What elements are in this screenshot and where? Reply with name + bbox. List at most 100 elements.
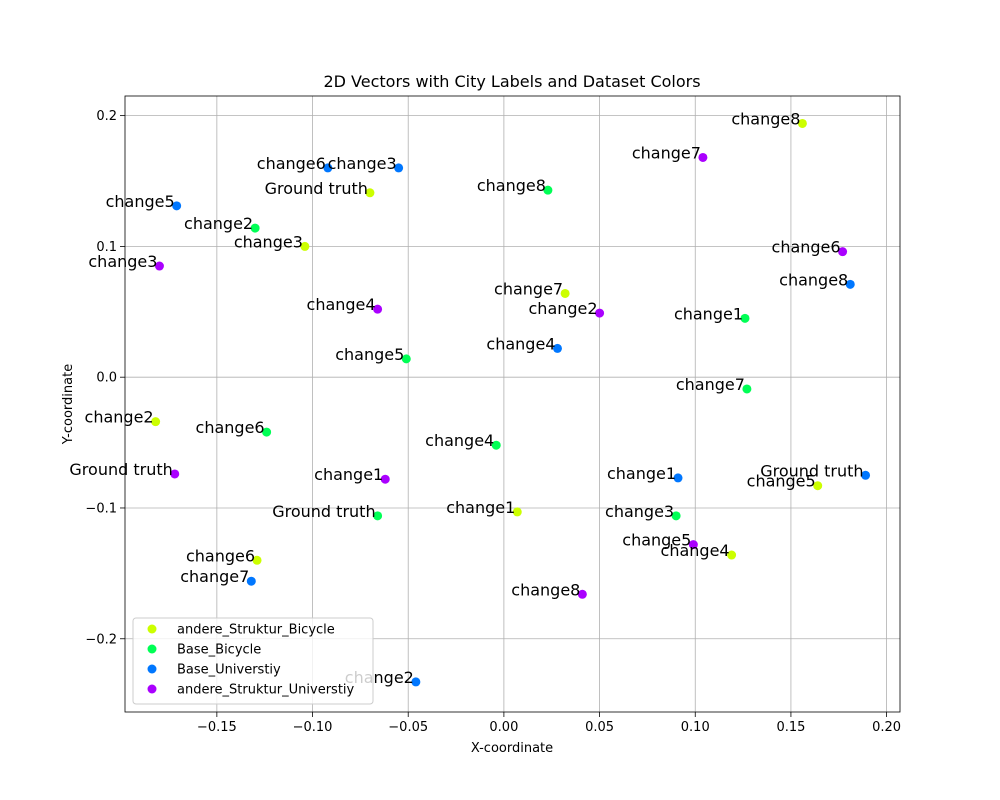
- y-tick-label: −0.1: [85, 501, 117, 516]
- data-point: [401, 354, 411, 364]
- x-axis-ticks: −0.15 −0.10 −0.05 0.00 0.05 0.10 0.15 0.20: [197, 712, 901, 735]
- point-label: change7: [494, 279, 563, 298]
- legend-marker: [147, 624, 157, 634]
- x-tick-label: 0.15: [776, 720, 805, 735]
- legend-entry: Base_Universtiy: [177, 663, 281, 678]
- point-label: change2: [184, 214, 253, 233]
- data-point: [688, 540, 698, 550]
- data-point: [252, 555, 262, 565]
- point-label: change6: [196, 418, 265, 437]
- data-point: [742, 384, 752, 394]
- data-point: [172, 201, 182, 211]
- data-point: [170, 469, 180, 479]
- point-label: change5: [106, 192, 175, 211]
- data-point: [373, 511, 383, 521]
- legend-entry: andere_Struktur_Bicycle: [177, 623, 335, 638]
- plot-area-frame: [124, 95, 901, 713]
- data-point: [250, 223, 260, 233]
- point-label: change5: [747, 472, 816, 491]
- legend: andere_Struktur_Bicycle Base_Bicycle Base_…: [132, 617, 374, 705]
- data-point: [740, 313, 750, 323]
- point-label: Ground truth: [69, 460, 172, 479]
- x-tick-label: −0.15: [197, 720, 237, 735]
- y-tick-label: 0.0: [96, 371, 117, 386]
- point-label: change4: [425, 431, 494, 450]
- point-label: change4: [661, 541, 730, 560]
- data-point: [560, 288, 570, 298]
- point-label: change1: [674, 304, 743, 323]
- data-point: [154, 261, 164, 271]
- y-tick-label: 0.2: [96, 109, 117, 124]
- data-point: [151, 417, 161, 427]
- x-tick-label: 0.05: [585, 720, 614, 735]
- point-label: change4: [307, 295, 376, 314]
- legend-box: [132, 617, 374, 705]
- chart-title: 2D Vectors with City Labels and Dataset …: [323, 72, 700, 91]
- point-label: change6: [186, 546, 255, 565]
- legend-marker: [147, 664, 157, 674]
- point-label: change7: [632, 143, 701, 162]
- data-point: [671, 511, 681, 521]
- data-point: [411, 677, 421, 687]
- point-label: change3: [605, 502, 674, 521]
- data-point: [394, 163, 404, 173]
- point-label: change2: [529, 299, 598, 318]
- point-label: change3: [328, 154, 397, 173]
- data-point: [262, 427, 272, 437]
- data-point: [300, 241, 310, 251]
- data-point: [491, 440, 501, 450]
- y-axis-ticks: −0.2 −0.1 0.0 0.1 0.2: [85, 109, 125, 647]
- y-tick-label: 0.1: [96, 240, 117, 255]
- x-axis-label: X-coordinate: [471, 741, 553, 756]
- data-point: [838, 247, 848, 257]
- point-label: change5: [622, 531, 691, 550]
- x-tick-label: −0.10: [293, 720, 333, 735]
- point-label: change8: [511, 580, 580, 599]
- point-label: change1: [446, 498, 515, 517]
- data-points: [151, 118, 871, 687]
- data-point: [543, 185, 553, 195]
- legend-marker: [147, 644, 157, 654]
- point-label: Ground truth: [272, 502, 375, 521]
- point-label: change5: [335, 345, 404, 364]
- data-point: [323, 163, 333, 173]
- legend-entry: andere_Struktur_Universtiy: [177, 683, 355, 698]
- point-label: change8: [731, 109, 800, 128]
- data-point: [797, 118, 807, 128]
- point-label: change4: [486, 334, 555, 353]
- y-axis-label: Y-coordinate: [61, 364, 76, 445]
- point-label: change1: [314, 465, 383, 484]
- grid-lines: [125, 96, 900, 712]
- point-label: change7: [180, 567, 249, 586]
- data-point: [380, 474, 390, 484]
- point-label: Ground truth: [265, 179, 368, 198]
- data-point: [246, 576, 256, 586]
- data-point: [698, 152, 708, 162]
- x-tick-label: −0.05: [388, 720, 428, 735]
- data-point: [861, 470, 871, 480]
- point-label: change3: [234, 232, 303, 251]
- data-point: [673, 473, 683, 483]
- point-label: change2: [85, 408, 154, 427]
- data-point: [577, 589, 587, 599]
- point-label: change1: [607, 464, 676, 483]
- data-point: [595, 308, 605, 318]
- data-point: [813, 481, 823, 491]
- point-label: change8: [779, 270, 848, 289]
- data-point: [845, 279, 855, 289]
- data-point: [727, 550, 737, 560]
- point-label: Ground truth: [760, 461, 863, 480]
- data-point: [373, 304, 383, 314]
- point-label: change6: [257, 154, 326, 173]
- x-tick-label: 0.20: [872, 720, 901, 735]
- legend-marker: [147, 684, 157, 694]
- data-point: [365, 188, 375, 198]
- data-point: [512, 507, 522, 517]
- y-tick-label: −0.2: [85, 632, 117, 647]
- x-tick-label: 0.00: [489, 720, 518, 735]
- legend-entry: Base_Bicycle: [177, 643, 261, 658]
- point-label: change7: [676, 375, 745, 394]
- data-point: [552, 343, 562, 353]
- point-label: change3: [88, 252, 157, 271]
